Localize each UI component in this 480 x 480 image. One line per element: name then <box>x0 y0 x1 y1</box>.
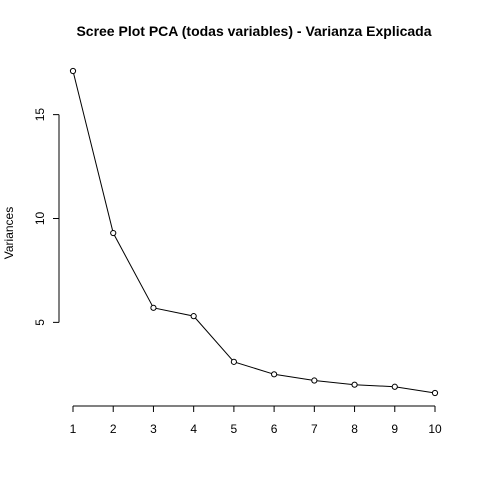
data-point <box>312 378 317 383</box>
y-tick-label: 10 <box>33 212 47 226</box>
x-tick-label: 3 <box>150 422 157 436</box>
x-tick-label: 9 <box>391 422 398 436</box>
data-point <box>432 390 437 395</box>
variance-series-line <box>73 71 435 393</box>
x-tick-label: 6 <box>271 422 278 436</box>
data-point <box>272 372 277 377</box>
y-axis-title: Variances <box>2 207 16 259</box>
y-axis-ticks: 5 10 15 <box>33 108 59 326</box>
data-point <box>352 382 357 387</box>
data-point <box>231 359 236 364</box>
x-tick-label: 8 <box>351 422 358 436</box>
data-point <box>191 314 196 319</box>
x-tick-label: 10 <box>428 422 442 436</box>
x-tick-label: 1 <box>70 422 77 436</box>
x-tick-label: 5 <box>231 422 238 436</box>
x-tick-label: 7 <box>311 422 318 436</box>
x-tick-label: 4 <box>190 422 197 436</box>
x-axis-ticks: 1 2 3 4 5 6 7 8 9 10 <box>70 406 442 436</box>
data-point <box>70 68 75 73</box>
y-tick-label: 15 <box>33 108 47 122</box>
x-tick-label: 2 <box>110 422 117 436</box>
y-tick-label: 5 <box>33 319 47 326</box>
data-point <box>392 384 397 389</box>
chart-title: Scree Plot PCA (todas variables) - Varia… <box>76 23 431 39</box>
data-point <box>111 230 116 235</box>
data-point <box>151 305 156 310</box>
variance-points <box>70 68 437 395</box>
